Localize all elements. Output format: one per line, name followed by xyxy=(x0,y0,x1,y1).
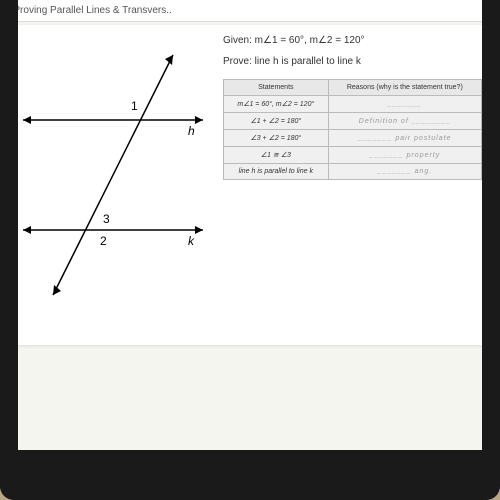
statement-cell: ∠3 + ∠2 = 180° xyxy=(224,130,329,147)
table-row[interactable]: m∠1 = 60°, m∠2 = 120° _______ xyxy=(224,96,482,113)
dock-app-icon[interactable] xyxy=(239,466,261,488)
table-row[interactable]: ∠1 ≅ ∠3 _______ property xyxy=(224,147,482,164)
dock-app-icon[interactable] xyxy=(267,466,289,488)
reason-cell[interactable]: _______ property xyxy=(328,147,481,164)
prove-text: Prove: line h is parallel to line k xyxy=(223,56,482,67)
statement-cell: line h is parallel to line k xyxy=(224,164,329,180)
proof-table: Statements Reasons (why is the statement… xyxy=(223,79,482,180)
statement-cell: m∠1 = 60°, m∠2 = 120° xyxy=(224,96,329,113)
angle-1-label: 1 xyxy=(131,99,138,113)
proof-panel: Given: m∠1 = 60°, m∠2 = 120° Prove: line… xyxy=(213,35,482,335)
statement-cell: ∠1 + ∠2 = 180° xyxy=(224,113,329,130)
geometry-diagram: 1 h 3 2 k xyxy=(18,35,213,315)
dock-app-icon[interactable] xyxy=(211,466,233,488)
angle-3-label: 3 xyxy=(103,212,110,226)
line-k-label: k xyxy=(188,234,195,248)
given-text: Given: m∠1 = 60°, m∠2 = 120° xyxy=(223,35,482,46)
table-row[interactable]: line h is parallel to line k _______ ang… xyxy=(224,164,482,180)
reason-cell[interactable]: _______ xyxy=(328,96,481,113)
table-row[interactable]: ∠1 + ∠2 = 180° Definition of ________ xyxy=(224,113,482,130)
angle-2-label: 2 xyxy=(100,234,107,248)
dock xyxy=(201,462,299,492)
reason-cell[interactable]: Definition of ________ xyxy=(328,113,481,130)
browser-tab[interactable]: | Proving Parallel Lines & Transvers.. ⤢ xyxy=(0,0,500,22)
line-h-label: h xyxy=(188,124,195,138)
tab-title: | Proving Parallel Lines & Transvers.. xyxy=(8,5,474,16)
col-statements: Statements xyxy=(224,80,329,96)
content-area: 1 h 3 2 k Given: m∠1 = 60°, m∠2 = 120° P… xyxy=(8,25,492,345)
table-row[interactable]: ∠3 + ∠2 = 180° _______ pair postulate xyxy=(224,130,482,147)
statement-cell: ∠1 ≅ ∠3 xyxy=(224,147,329,164)
reason-cell[interactable]: _______ pair postulate xyxy=(328,130,481,147)
reason-cell[interactable]: _______ ang. xyxy=(328,164,481,180)
expand-icon[interactable]: ⤢ xyxy=(484,5,492,16)
col-reasons: Reasons (why is the statement true?) xyxy=(328,80,481,96)
